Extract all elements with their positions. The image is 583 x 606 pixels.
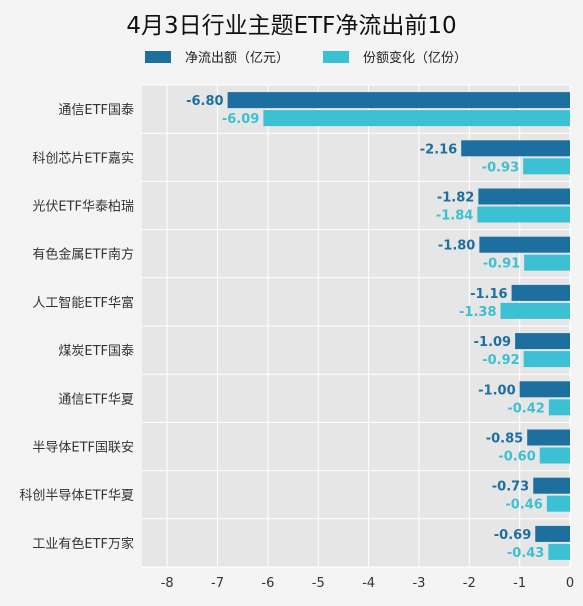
x-tick-label: -1	[513, 576, 526, 591]
x-tick-label: -5	[312, 576, 325, 591]
net-outflow-bar	[478, 188, 570, 205]
share-change-data-label: -0.91	[483, 257, 520, 272]
share-change-data-label: -1.84	[436, 209, 473, 224]
x-tick-label: -3	[412, 576, 425, 591]
share-change-data-label: -0.92	[482, 353, 519, 368]
net-outflow-data-label: -0.69	[494, 528, 531, 543]
net-outflow-bar	[519, 381, 570, 398]
legend-label-share-change: 份额变化（亿份）	[363, 51, 468, 66]
chart-title: 4月3日行业主题ETF净流出前10	[126, 13, 457, 39]
net-outflow-bar	[461, 140, 570, 157]
y-tick-label: 人工智能ETF华富	[32, 295, 134, 311]
y-tick-label: 有色金属ETF南方	[32, 247, 134, 263]
y-tick-label: 科创半导体ETF华夏	[19, 489, 134, 504]
share-change-bar	[477, 206, 570, 223]
y-tick-label: 通信ETF国泰	[58, 103, 134, 118]
y-tick-label: 工业有色ETF万家	[32, 536, 134, 552]
share-change-bar	[523, 351, 570, 368]
y-tick-label: 通信ETF华夏	[58, 392, 134, 407]
net-outflow-data-label: -1.00	[478, 383, 515, 398]
share-change-data-label: -0.46	[505, 498, 542, 513]
net-outflow-data-label: -0.73	[492, 480, 529, 495]
share-change-data-label: -6.09	[222, 112, 259, 127]
x-tick-label: -6	[261, 576, 274, 591]
share-change-bar	[524, 254, 570, 271]
legend-item-share-change: 份额变化（亿份）	[323, 47, 467, 66]
net-outflow-bar	[479, 236, 570, 253]
share-change-bar	[263, 110, 570, 127]
x-tick-label: -2	[463, 576, 476, 591]
legend-swatch-share-change	[323, 50, 349, 63]
legend-swatch-net-outflow	[145, 50, 171, 63]
net-outflow-bar	[515, 333, 570, 350]
share-change-data-label: -0.60	[498, 450, 535, 465]
x-tick-label: 0	[566, 576, 574, 591]
net-outflow-bar	[527, 429, 570, 446]
legend: 净流出额（亿元） 份额变化（亿份）	[0, 47, 583, 69]
share-change-bar	[548, 399, 570, 416]
share-change-bar	[539, 447, 570, 464]
legend-label-net-outflow: 净流出额（亿元）	[185, 51, 290, 66]
net-outflow-data-label: -2.16	[420, 142, 457, 157]
legend-item-net-outflow: 净流出额（亿元）	[145, 47, 289, 66]
net-outflow-data-label: -1.82	[437, 191, 474, 206]
net-outflow-bar	[533, 477, 570, 494]
share-change-data-label: -0.42	[507, 401, 544, 416]
net-outflow-data-label: -6.80	[186, 94, 223, 109]
share-change-data-label: -0.93	[482, 160, 519, 175]
x-tick-label: -4	[362, 576, 375, 591]
x-tick-label: -8	[161, 576, 174, 591]
share-change-bar	[548, 543, 570, 560]
net-outflow-data-label: -1.16	[470, 287, 507, 302]
share-change-bar	[523, 158, 570, 175]
net-outflow-data-label: -0.85	[486, 432, 523, 447]
net-outflow-bar	[511, 284, 570, 301]
net-outflow-data-label: -1.80	[438, 239, 475, 254]
y-tick-label: 科创芯片ETF嘉实	[32, 151, 134, 166]
y-tick-label: 光伏ETF华泰柏瑞	[32, 200, 134, 215]
share-change-data-label: -0.43	[507, 546, 544, 561]
share-change-bar	[546, 495, 570, 512]
y-tick-label: 煤炭ETF国泰	[58, 344, 134, 359]
share-change-data-label: -1.38	[459, 305, 496, 320]
net-outflow-bar	[535, 525, 570, 542]
net-outflow-data-label: -1.09	[474, 335, 511, 350]
x-tick-label: -7	[211, 576, 224, 591]
share-change-bar	[500, 302, 570, 319]
net-outflow-bar	[227, 92, 570, 109]
y-tick-label: 半导体ETF国联安	[32, 441, 134, 456]
